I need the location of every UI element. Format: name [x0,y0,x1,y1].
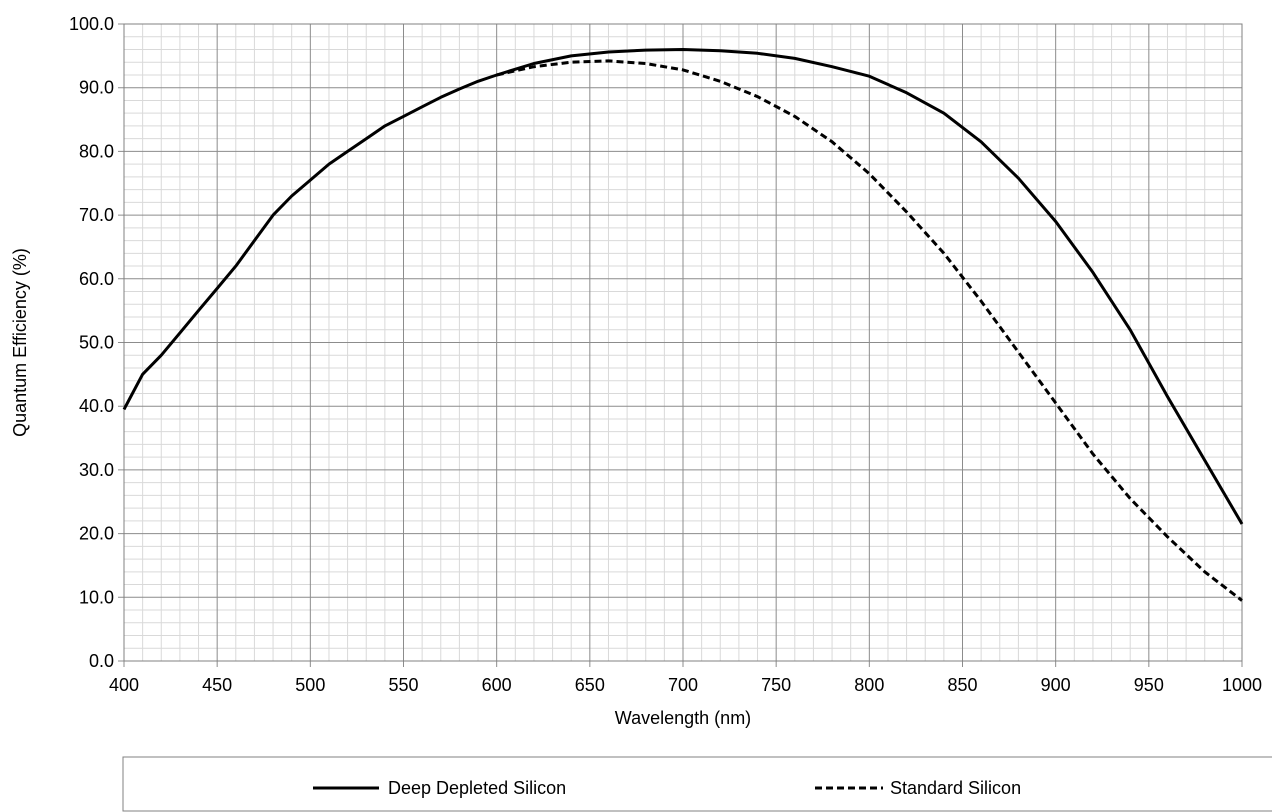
y-tick-label: 50.0 [79,333,114,353]
x-axis-title: Wavelength (nm) [615,708,751,728]
x-tick-label: 850 [947,675,977,695]
x-tick-label: 550 [388,675,418,695]
x-tick-label: 750 [761,675,791,695]
series-line-standard-silicon [496,59,1243,602]
x-axis-tick-labels: 400 450 500 550 600 650 700 750 800 850 900 950 1000 [109,675,1262,695]
major-grid [118,23,1243,667]
x-tick-label: 800 [854,675,884,695]
x-tick-label: 950 [1134,675,1164,695]
y-tick-label: 60.0 [79,269,114,289]
y-tick-label: 10.0 [79,587,114,607]
y-axis-tick-labels: 0.0 10.0 20.0 30.0 40.0 50.0 60.0 70.0 80.0 90.0 1… [69,14,114,671]
y-tick-label: 100.0 [69,14,114,34]
legend-label-standard-silicon: Standard Silicon [890,778,1021,798]
x-tick-label: 900 [1041,675,1071,695]
x-tick-label: 650 [575,675,605,695]
legend-label-deep-depleted-silicon: Deep Depleted Silicon [388,778,566,798]
y-axis-title: Quantum Efficiency (%) [10,248,30,437]
y-tick-label: 0.0 [89,651,114,671]
x-tick-label: 700 [668,675,698,695]
plot-area [123,23,1243,662]
x-tick-label: 500 [295,675,325,695]
y-tick-label: 80.0 [79,141,114,161]
x-tick-label: 1000 [1222,675,1262,695]
y-tick-label: 40.0 [79,396,114,416]
y-tick-label: 90.0 [79,78,114,98]
x-tick-label: 400 [109,675,139,695]
legend: Deep Depleted Silicon Standard Silicon [122,756,1272,812]
y-tick-label: 20.0 [79,524,114,544]
y-tick-label: 70.0 [79,205,114,225]
y-tick-label: 30.0 [79,460,114,480]
x-tick-label: 600 [482,675,512,695]
series-layer [122,48,1244,602]
x-tick-label: 450 [202,675,232,695]
legend-box [122,756,1272,812]
